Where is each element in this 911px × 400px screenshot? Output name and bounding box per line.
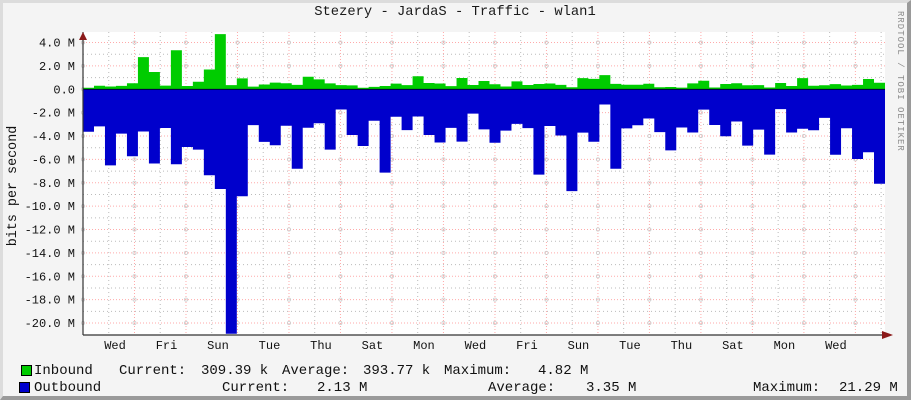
svg-text:-10.0 M: -10.0 M bbox=[25, 200, 75, 214]
svg-text:Thu: Thu bbox=[671, 339, 693, 353]
svg-text:Sun: Sun bbox=[568, 339, 590, 353]
svg-text:Fri: Fri bbox=[516, 339, 538, 353]
svg-text:-6.0 M: -6.0 M bbox=[32, 153, 75, 167]
svg-text:Sat: Sat bbox=[722, 339, 744, 353]
svg-text:Thu: Thu bbox=[310, 339, 332, 353]
svg-text:Tue: Tue bbox=[619, 339, 641, 353]
svg-text:Wed: Wed bbox=[104, 339, 126, 353]
svg-text:-16.0 M: -16.0 M bbox=[25, 270, 75, 284]
svg-text:Fri: Fri bbox=[156, 339, 178, 353]
svg-text:Tue: Tue bbox=[259, 339, 281, 353]
svg-text:4.0 M: 4.0 M bbox=[39, 37, 75, 51]
svg-text:Sun: Sun bbox=[207, 339, 229, 353]
svg-text:0.0: 0.0 bbox=[53, 83, 75, 97]
svg-text:2.0 M: 2.0 M bbox=[39, 60, 75, 74]
svg-text:-4.0 M: -4.0 M bbox=[32, 130, 75, 144]
svg-text:-14.0 M: -14.0 M bbox=[25, 247, 75, 261]
svg-text:-2.0 M: -2.0 M bbox=[32, 107, 75, 121]
svg-text:-8.0 M: -8.0 M bbox=[32, 177, 75, 191]
svg-text:-18.0 M: -18.0 M bbox=[25, 294, 75, 308]
svg-text:Wed: Wed bbox=[825, 339, 847, 353]
svg-text:Sat: Sat bbox=[362, 339, 384, 353]
svg-text:-12.0 M: -12.0 M bbox=[25, 224, 75, 238]
svg-text:-20.0 M: -20.0 M bbox=[25, 317, 75, 331]
svg-text:Wed: Wed bbox=[465, 339, 487, 353]
svg-text:Mon: Mon bbox=[413, 339, 435, 353]
svg-text:bits per second: bits per second bbox=[6, 126, 21, 247]
svg-text:Mon: Mon bbox=[774, 339, 796, 353]
